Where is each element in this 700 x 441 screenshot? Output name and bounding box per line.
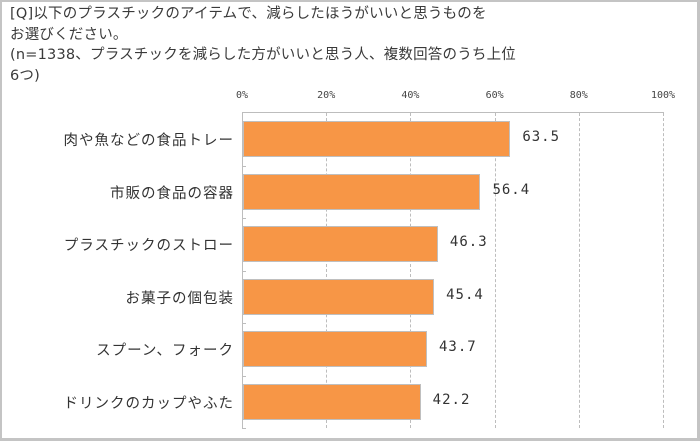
bar-value-label: 63.5 xyxy=(522,129,561,145)
bar-value-label: 42.2 xyxy=(432,391,471,408)
x-tick-label: 100% xyxy=(650,90,676,101)
bar-value-label: 45.4 xyxy=(446,286,484,303)
x-tick-label: 20% xyxy=(317,90,336,101)
title-line-4: 6つ) xyxy=(10,67,40,84)
title-line-3: (n=1338、プラスチックを減らした方がいいと思う人、複数回答のうち上位 xyxy=(10,47,517,63)
gridline xyxy=(578,113,580,428)
y-tick xyxy=(242,375,246,377)
x-tick-label: 0% xyxy=(235,90,249,101)
bar-row: 63.5 xyxy=(242,113,664,167)
bar-value-label: 46.3 xyxy=(449,234,488,250)
title-line-1: [Q]以下のプラスチックのアイテムで、減らしたほうがいいと思うものを xyxy=(10,6,487,22)
bar xyxy=(243,173,481,210)
bar-value-label: 56.4 xyxy=(492,181,531,198)
y-tick xyxy=(242,323,246,324)
bar xyxy=(243,121,511,157)
x-tick-label: 60% xyxy=(485,90,504,101)
gridline xyxy=(663,113,664,428)
bar xyxy=(243,331,427,367)
title-line-2: お選びください。 xyxy=(10,26,128,43)
category-label: お菓子の個包装 xyxy=(125,290,234,307)
bar-row: 45.4 xyxy=(242,271,664,324)
y-tick xyxy=(242,165,246,167)
bar xyxy=(243,278,435,315)
y-tick xyxy=(242,218,246,219)
category-label: スプーン、フォーク xyxy=(96,343,234,359)
x-tick-label: 40% xyxy=(401,90,420,101)
bar-row: 46.3 xyxy=(242,218,664,272)
bar-value-label: 43.7 xyxy=(438,339,477,355)
y-tick xyxy=(242,270,246,272)
bar-row: 42.2 xyxy=(242,376,664,429)
category-label: 市販の食品の容器 xyxy=(110,185,234,202)
chart-title: [Q]以下のプラスチックのアイテムで、減らしたほうがいいと思うものを お選びくださ… xyxy=(10,4,570,86)
category-label: 肉や魚などの食品トレー xyxy=(63,133,234,149)
y-tick xyxy=(242,428,246,429)
bar xyxy=(243,383,421,420)
bar-row: 43.7 xyxy=(242,323,664,377)
category-label: プラスチックのストロー xyxy=(63,238,234,254)
bar-row: 56.4 xyxy=(242,166,664,219)
gridline xyxy=(326,113,328,428)
gridline xyxy=(494,113,496,428)
bar xyxy=(243,226,438,262)
plot-area: 63.5 56.4 46.3 45.4 43.7 42.2 xyxy=(242,112,664,429)
gridline xyxy=(410,113,412,428)
category-label: ドリンクのカップやふた xyxy=(63,395,234,412)
x-tick-label: 80% xyxy=(569,90,588,101)
